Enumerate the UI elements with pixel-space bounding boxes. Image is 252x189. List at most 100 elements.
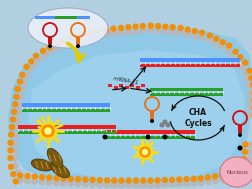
Bar (108, 84, 112, 87)
Circle shape (147, 177, 154, 184)
Circle shape (110, 26, 117, 32)
Circle shape (205, 174, 211, 180)
Circle shape (246, 97, 252, 104)
Circle shape (60, 175, 67, 182)
Circle shape (197, 175, 204, 182)
Circle shape (238, 133, 242, 137)
Circle shape (9, 124, 15, 130)
Ellipse shape (31, 159, 53, 171)
Circle shape (82, 180, 89, 187)
Circle shape (31, 61, 38, 68)
Circle shape (48, 44, 52, 48)
Ellipse shape (47, 148, 63, 167)
Circle shape (21, 80, 28, 87)
Circle shape (212, 173, 218, 180)
Circle shape (154, 177, 161, 184)
Circle shape (40, 48, 46, 54)
Circle shape (76, 44, 80, 48)
Bar (238, 125, 242, 133)
Circle shape (41, 124, 55, 138)
Circle shape (60, 180, 67, 187)
Circle shape (219, 172, 225, 178)
Circle shape (176, 180, 183, 187)
Circle shape (140, 23, 146, 29)
Circle shape (240, 160, 247, 166)
Circle shape (226, 42, 232, 49)
Bar (113, 86, 117, 89)
Circle shape (15, 109, 22, 116)
Circle shape (26, 66, 33, 73)
Circle shape (23, 64, 30, 70)
Circle shape (17, 172, 23, 179)
Circle shape (176, 29, 183, 36)
Circle shape (118, 177, 125, 184)
Circle shape (61, 41, 68, 48)
Circle shape (162, 28, 169, 35)
Circle shape (242, 149, 248, 155)
Text: CHA
Cycles: CHA Cycles (184, 108, 212, 128)
Circle shape (24, 173, 31, 179)
Circle shape (15, 85, 21, 92)
Circle shape (205, 178, 212, 185)
Circle shape (16, 101, 23, 108)
Bar (35, 16, 90, 19)
Circle shape (16, 177, 23, 184)
Circle shape (246, 67, 252, 74)
Circle shape (18, 87, 25, 94)
Circle shape (7, 139, 14, 146)
Circle shape (190, 32, 197, 39)
Circle shape (67, 180, 74, 187)
Circle shape (89, 177, 96, 183)
Circle shape (75, 37, 82, 44)
Circle shape (150, 119, 154, 123)
Circle shape (191, 176, 197, 182)
Circle shape (251, 105, 252, 111)
Circle shape (140, 177, 146, 184)
Circle shape (48, 47, 55, 54)
Circle shape (133, 28, 140, 35)
Bar (150, 88, 223, 91)
Circle shape (224, 46, 231, 53)
Circle shape (125, 28, 132, 35)
Circle shape (162, 177, 168, 183)
Circle shape (184, 26, 191, 33)
Ellipse shape (28, 8, 108, 48)
Circle shape (46, 174, 52, 181)
Circle shape (219, 39, 226, 45)
Circle shape (118, 181, 125, 188)
Circle shape (246, 112, 252, 119)
Circle shape (169, 177, 175, 183)
Circle shape (227, 175, 234, 182)
Circle shape (246, 149, 252, 156)
Circle shape (54, 44, 61, 51)
Circle shape (142, 149, 148, 155)
Bar (18, 125, 116, 129)
Circle shape (19, 72, 25, 78)
Circle shape (140, 27, 147, 34)
Circle shape (42, 51, 49, 58)
Circle shape (162, 23, 169, 30)
Bar (105, 136, 195, 139)
Circle shape (241, 156, 247, 162)
Circle shape (36, 55, 43, 62)
Circle shape (18, 87, 25, 94)
Circle shape (118, 25, 124, 31)
Bar (140, 58, 240, 61)
Circle shape (74, 180, 81, 187)
Circle shape (204, 36, 211, 43)
Circle shape (242, 68, 248, 75)
Polygon shape (8, 28, 252, 188)
Bar (130, 84, 134, 87)
Circle shape (13, 178, 19, 185)
Circle shape (155, 23, 161, 29)
Circle shape (183, 30, 190, 37)
Circle shape (230, 170, 237, 177)
Circle shape (13, 124, 20, 131)
Circle shape (226, 171, 233, 177)
Circle shape (7, 155, 14, 161)
Circle shape (111, 181, 118, 188)
Circle shape (82, 176, 88, 183)
Circle shape (132, 23, 139, 30)
Circle shape (96, 32, 103, 39)
Circle shape (133, 181, 139, 188)
